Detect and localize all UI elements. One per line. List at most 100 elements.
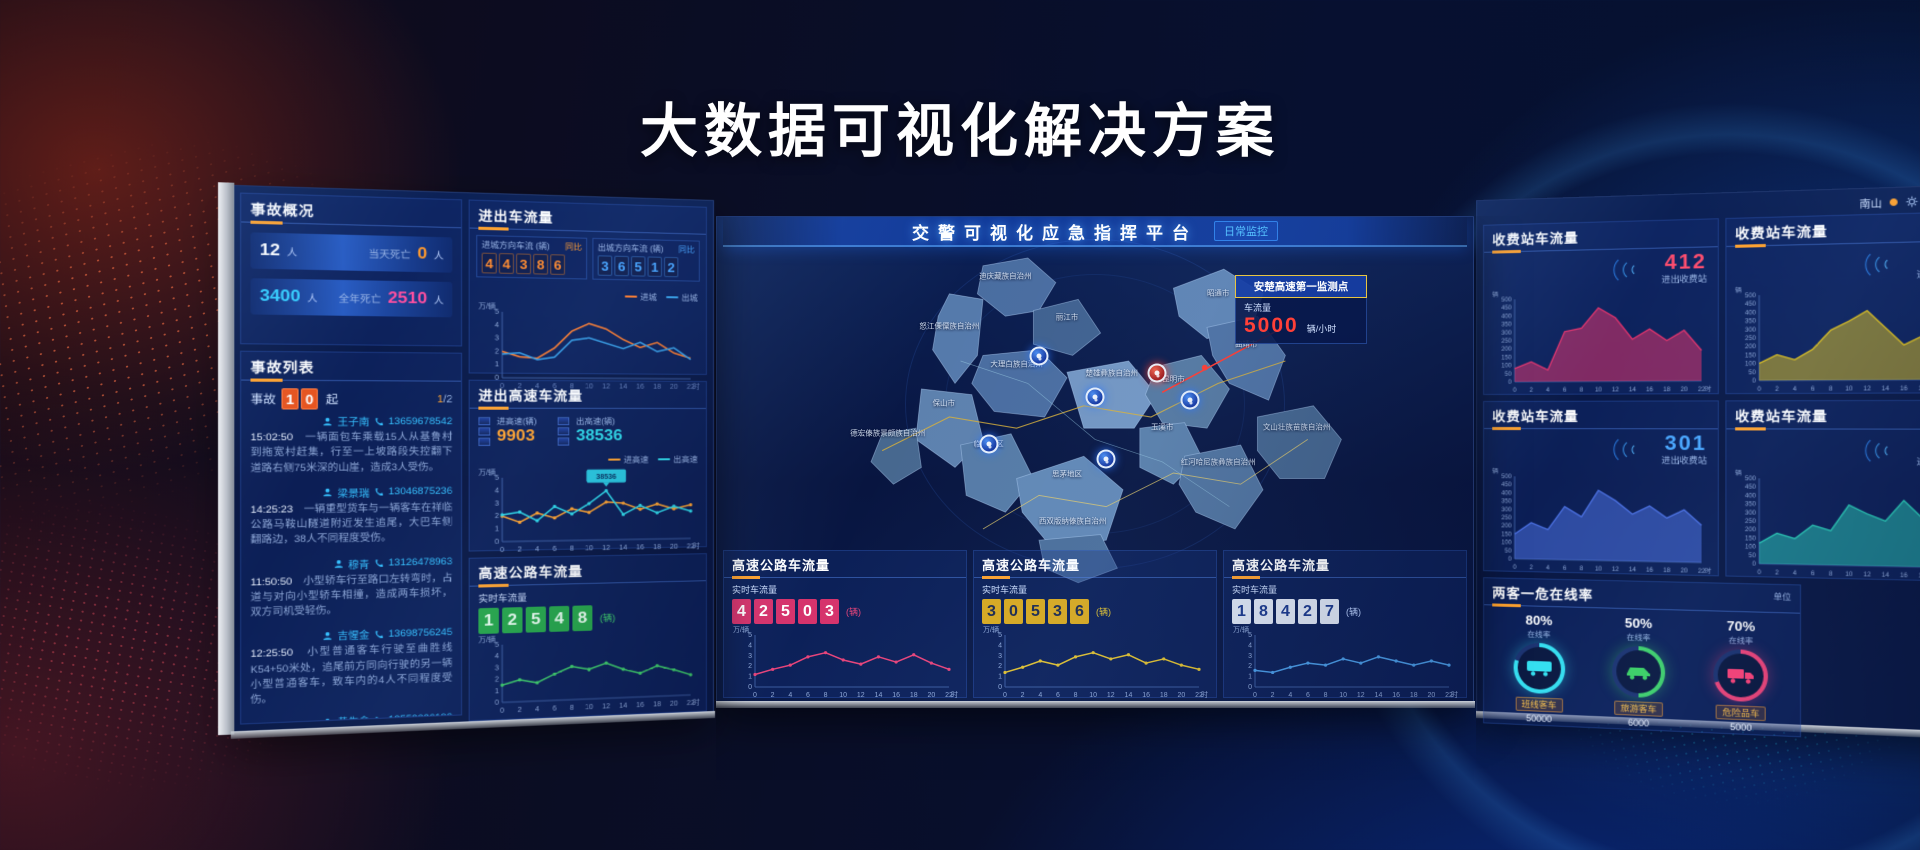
svg-text:300: 300 xyxy=(1744,510,1756,517)
user-name[interactable]: 南山 xyxy=(1859,198,1883,212)
mode-badge[interactable]: 日常监控 xyxy=(1214,221,1278,241)
svg-text:辆: 辆 xyxy=(1492,467,1498,475)
callout-label: 车流量 xyxy=(1244,303,1272,313)
list-item[interactable]: 王子南 13659678542 15:02:50 一辆面包车乘载15人从基鲁村到拖… xyxy=(250,415,453,474)
panel-title: 收费站车流量 xyxy=(1726,400,1920,430)
svg-text:8: 8 xyxy=(1579,566,1582,572)
phone-icon xyxy=(375,716,383,724)
callout-unit: 辆/小时 xyxy=(1306,324,1337,334)
svg-text:0: 0 xyxy=(494,699,498,707)
stat-value: 3400 xyxy=(259,286,301,306)
svg-text:12: 12 xyxy=(1611,567,1618,573)
svg-text:14: 14 xyxy=(875,692,883,699)
svg-text:0: 0 xyxy=(1512,388,1516,394)
svg-text:450: 450 xyxy=(1501,482,1512,488)
svg-text:6: 6 xyxy=(552,705,556,712)
panel-title: 进出高速车流量 xyxy=(469,380,706,409)
panel-inout-highway: 进出高速车流量 进高速(辆) 9903 出高速(辆) 38536 进 xyxy=(468,379,707,554)
svg-text:250: 250 xyxy=(1501,515,1512,521)
svg-text:22: 22 xyxy=(1697,569,1704,575)
gauge-bus: 80% 在线率 班线客车 50000 xyxy=(1495,612,1584,726)
svg-text:0: 0 xyxy=(998,684,1002,691)
phone-icon xyxy=(375,488,383,496)
svg-text:5: 5 xyxy=(494,309,498,316)
toll-chart-3: 0 50 100 150 200 250 300 350 400 450 500 0 2 4 6 8 10 12 1… xyxy=(1492,467,1711,576)
svg-text:22: 22 xyxy=(686,700,694,708)
stat-unit: 人 xyxy=(307,292,318,304)
svg-text:14: 14 xyxy=(1881,386,1889,393)
svg-text:辆: 辆 xyxy=(1735,469,1742,478)
list-item[interactable]: 吉惺金 13698756245 12:25:50 小型普通客车行驶至曲胜线K54+… xyxy=(250,626,453,707)
map-marker-alert[interactable] xyxy=(1147,363,1167,383)
map-marker[interactable] xyxy=(1096,449,1116,469)
svg-text:10: 10 xyxy=(1594,387,1602,393)
stat-highway-out: 出高速(辆) 38536 xyxy=(575,416,623,445)
svg-text:5: 5 xyxy=(1248,632,1252,639)
svg-text:2: 2 xyxy=(1775,387,1779,393)
bus-icon xyxy=(1526,660,1553,677)
svg-text:20: 20 xyxy=(1680,568,1688,574)
svg-text:万/辆: 万/辆 xyxy=(1233,625,1249,634)
map-incident-dot xyxy=(1201,364,1208,371)
list-item[interactable]: 穆青 13126478963 11:50:50 小型轿车行至路口左转弯时，占道与对… xyxy=(250,556,453,619)
svg-text:50: 50 xyxy=(1748,370,1756,376)
svg-text:16: 16 xyxy=(1392,692,1400,699)
svg-text:2: 2 xyxy=(494,348,498,355)
svg-text:0: 0 xyxy=(1752,378,1756,384)
svg-text:250: 250 xyxy=(1501,338,1512,344)
svg-text:150: 150 xyxy=(1744,353,1756,359)
svg-text:2: 2 xyxy=(494,676,498,684)
unit-label: (辆) xyxy=(1346,607,1361,617)
stat-unit: 人 xyxy=(286,246,298,258)
svg-text:0: 0 xyxy=(1757,387,1761,393)
sonar-arcs xyxy=(1604,436,1653,463)
svg-text:10: 10 xyxy=(1089,692,1097,699)
unit-label: 单位 xyxy=(1773,592,1792,602)
svg-text:20: 20 xyxy=(1427,692,1435,699)
svg-text:时: 时 xyxy=(692,697,699,707)
gear-icon[interactable] xyxy=(1906,196,1919,208)
svg-text:1: 1 xyxy=(1248,674,1252,681)
panel-title: 进出车流量 xyxy=(469,200,706,235)
map-marker[interactable] xyxy=(1180,390,1200,410)
svg-text:8: 8 xyxy=(1828,386,1832,392)
panel-toll-flow-4: 收费站车流量 250 进出收费站 05010015020025030035040… xyxy=(1725,399,1920,583)
svg-text:20: 20 xyxy=(1680,387,1688,393)
page-indicator[interactable]: 1/2 xyxy=(437,393,453,406)
person-icon xyxy=(323,631,332,640)
gauge-ring xyxy=(1612,645,1666,699)
svg-text:6: 6 xyxy=(1306,692,1310,699)
map-marker[interactable] xyxy=(1029,346,1049,366)
svg-text:0: 0 xyxy=(494,375,498,382)
svg-text:4: 4 xyxy=(1792,386,1797,392)
svg-text:6: 6 xyxy=(1562,388,1565,394)
map-marker[interactable] xyxy=(979,434,999,454)
svg-text:22: 22 xyxy=(686,543,694,550)
toll-value: 412 xyxy=(1664,250,1707,275)
toll-value: 301 xyxy=(1664,432,1707,456)
svg-text:2: 2 xyxy=(1248,663,1252,670)
panel-title: 事故列表 xyxy=(241,351,462,382)
stat-value: 0 xyxy=(417,244,428,263)
svg-text:8: 8 xyxy=(824,692,828,699)
svg-text:0: 0 xyxy=(1757,570,1761,576)
panel-toll-flow-3: 收费站车流量 301 进出收费站 0 50 100 150 200 250 300 350 40… xyxy=(1483,400,1719,577)
svg-text:2: 2 xyxy=(1021,692,1025,699)
svg-text:4: 4 xyxy=(1038,692,1042,699)
svg-text:10: 10 xyxy=(1845,572,1853,579)
svg-text:350: 350 xyxy=(1501,322,1512,328)
svg-text:18: 18 xyxy=(1918,573,1920,580)
list-item[interactable]: 梁景瑞 13046875236 14:25:23 一辆重型货车与一辆客车在祥临公路… xyxy=(250,485,453,547)
map-marker[interactable] xyxy=(1085,387,1105,407)
svg-text:18: 18 xyxy=(1918,386,1920,393)
svg-text:时: 时 xyxy=(1704,567,1711,576)
